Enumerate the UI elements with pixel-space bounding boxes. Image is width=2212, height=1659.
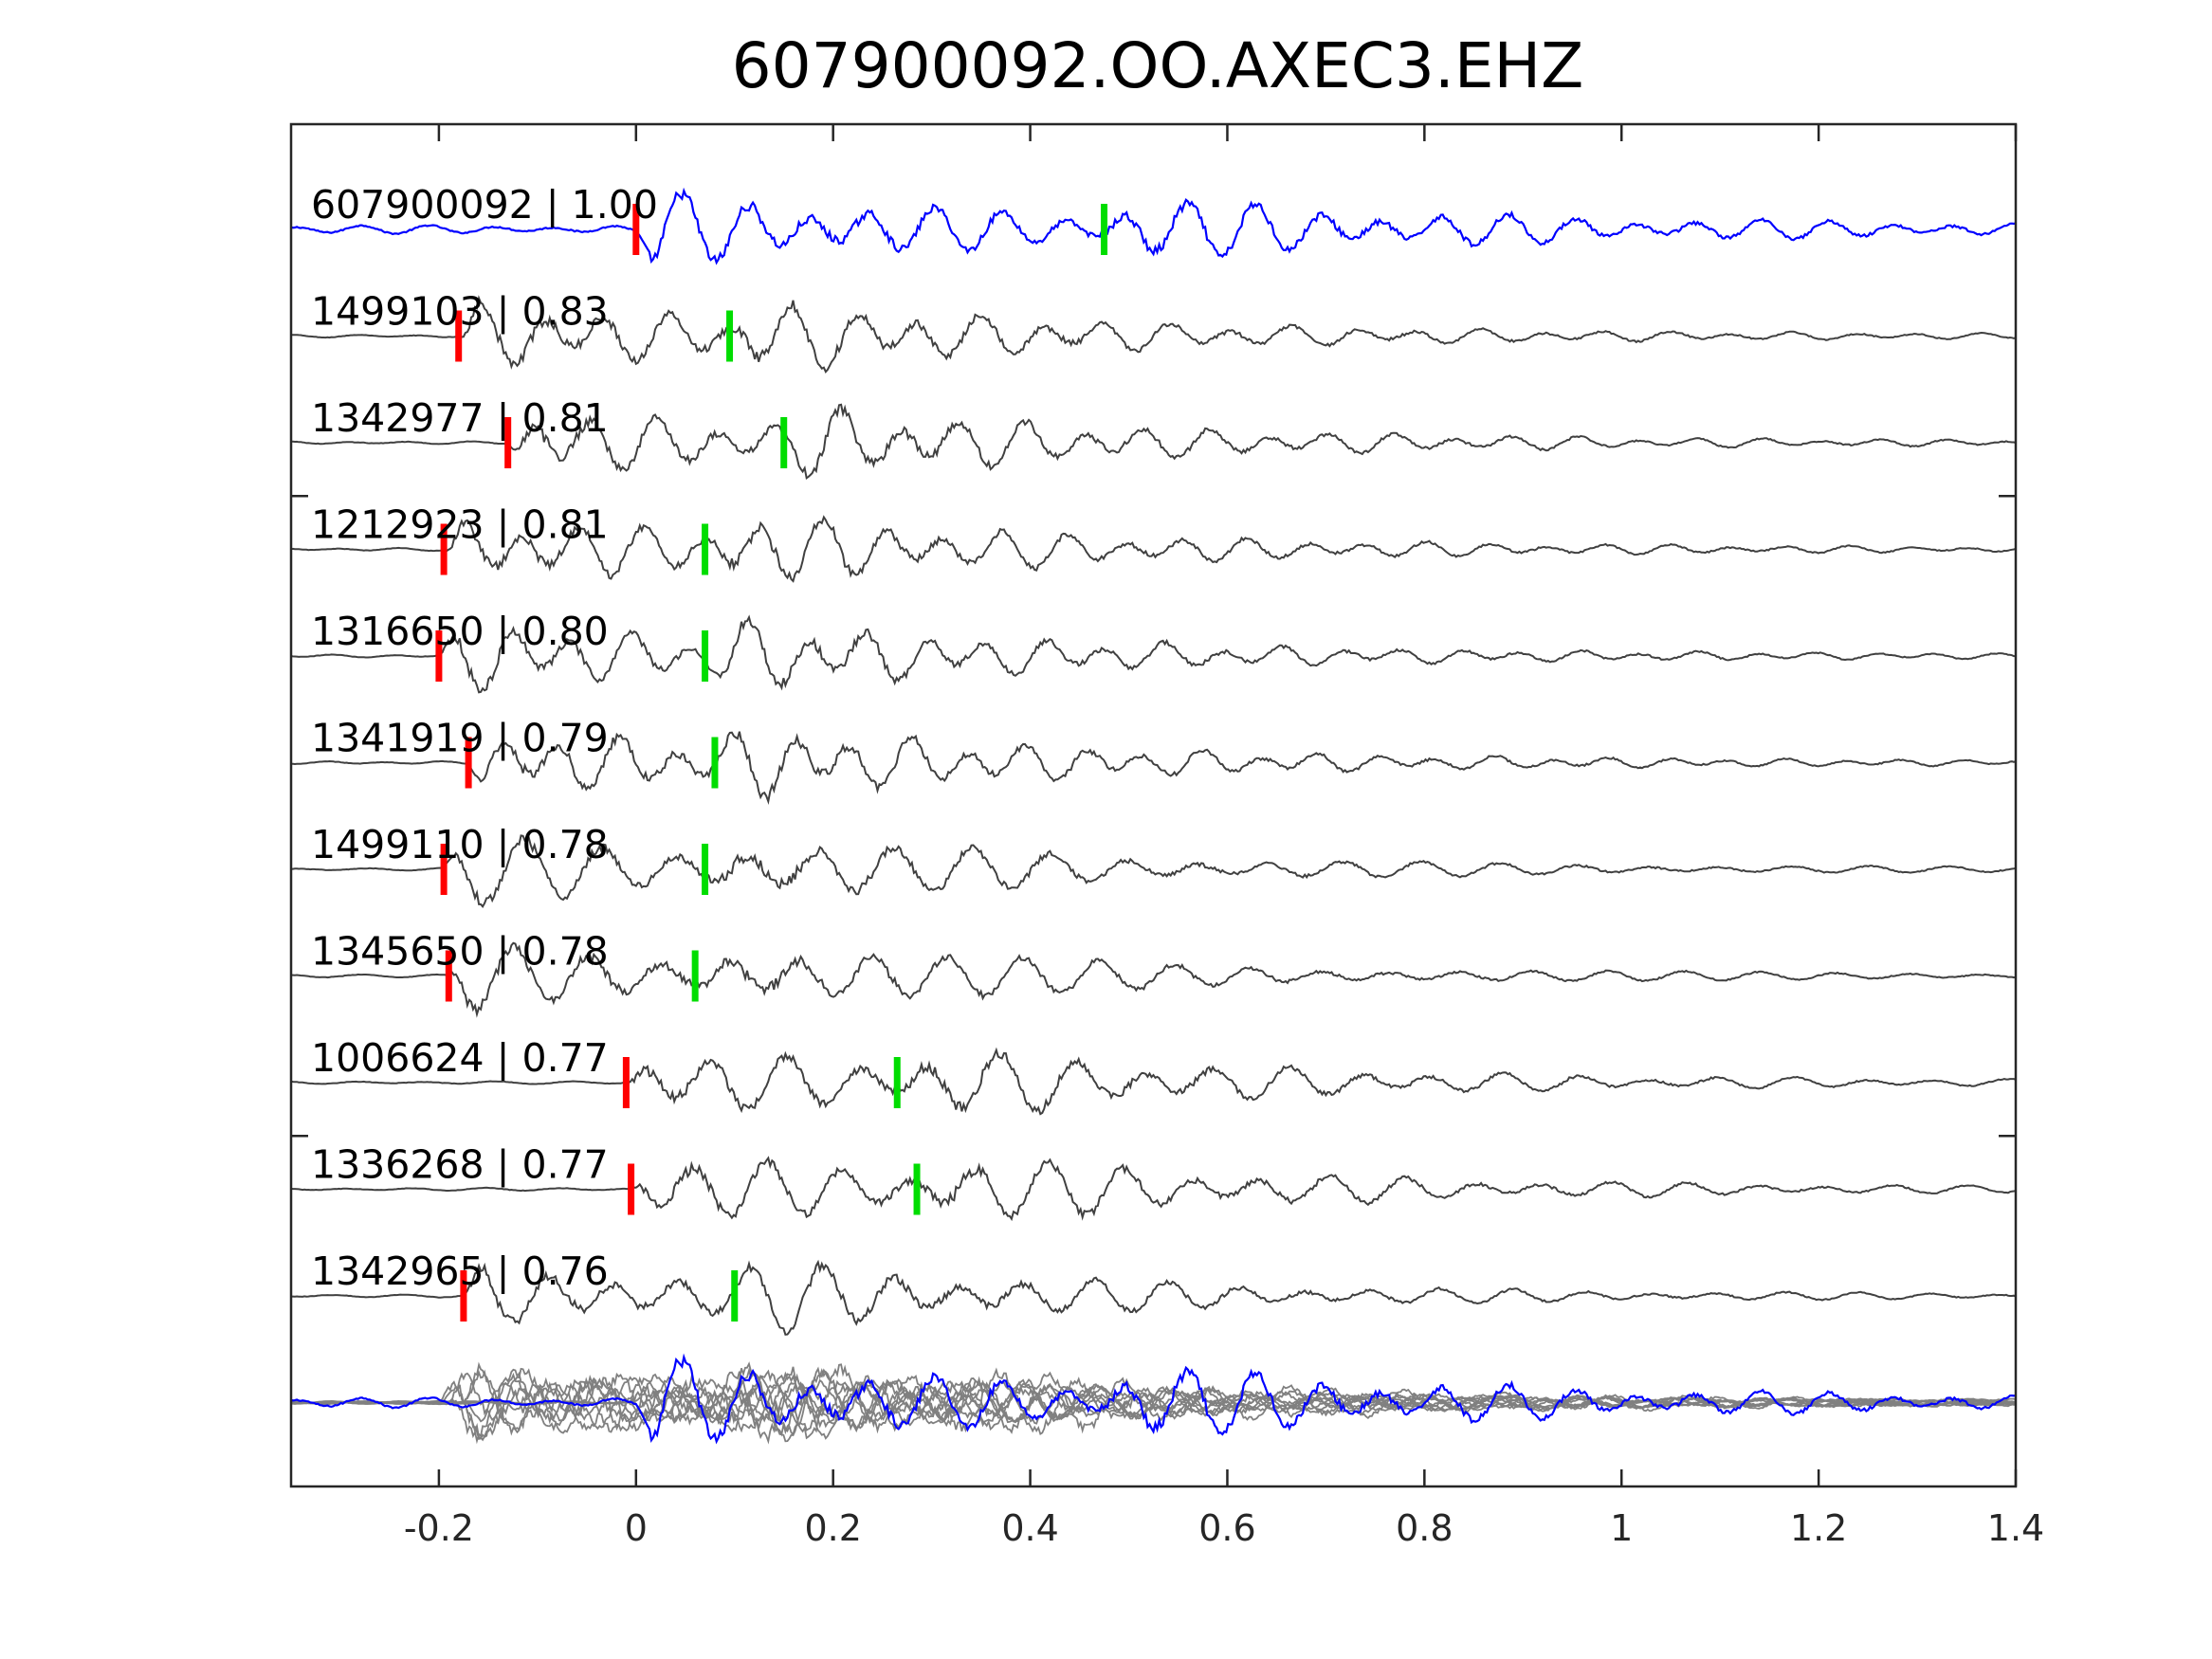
stacked-template-line xyxy=(290,1367,2017,1435)
x-tick-label: 1.4 xyxy=(1987,1507,2044,1549)
trace-label: 1342965 | 0.76 xyxy=(311,1249,609,1294)
x-tick-label: 0.4 xyxy=(1001,1507,1058,1549)
trace-6: 1499110 | 0.78 xyxy=(291,822,2017,909)
x-tick-label: 1.2 xyxy=(1790,1507,1847,1549)
template-waveform-line xyxy=(291,731,2017,806)
trace-3: 1212923 | 0.81 xyxy=(290,502,2017,583)
trace-8: 1006624 | 0.77 xyxy=(290,1035,2017,1116)
trace-label: 1342977 | 0.81 xyxy=(311,395,609,441)
axes-frame xyxy=(289,122,2018,1488)
template-waveform-line xyxy=(291,295,2017,374)
x-tick-label: 0.8 xyxy=(1396,1507,1453,1549)
x-tick-label: 0 xyxy=(625,1507,648,1549)
trace-2: 1342977 | 0.81 xyxy=(291,395,2017,481)
trace-0: 607900092 | 1.00 xyxy=(290,182,2017,265)
x-tick-label: 0.2 xyxy=(804,1507,861,1549)
template-waveform-line xyxy=(291,1259,2017,1336)
template-waveform-line xyxy=(290,941,2017,1018)
chart-title: 607900092.OO.AXEC3.EHZ xyxy=(732,29,1584,102)
x-tick-label: 0.6 xyxy=(1198,1507,1255,1549)
trace-label: 1499103 | 0.83 xyxy=(311,289,609,335)
trace-9: 1336268 | 0.77 xyxy=(290,1142,2017,1222)
stacked-overlay xyxy=(290,1353,2017,1445)
target-waveform-line xyxy=(290,187,2017,265)
template-waveform-line xyxy=(291,403,2017,481)
trace-label: 1345650 | 0.78 xyxy=(311,929,609,975)
stacked-template-line xyxy=(290,1368,2017,1445)
x-tick-label: -0.2 xyxy=(404,1507,474,1549)
trace-1: 1499103 | 0.83 xyxy=(291,289,2017,374)
trace-label: 607900092 | 1.00 xyxy=(311,182,658,228)
template-waveform-line xyxy=(290,1156,2017,1222)
plot-area: 607900092 | 1.00 1499103 | 0.83 1342977 | … xyxy=(290,182,2017,1445)
x-tick-label: 1 xyxy=(1610,1507,1633,1549)
trace-label: 1341919 | 0.79 xyxy=(311,716,609,761)
trace-label: 1212923 | 0.81 xyxy=(311,502,609,548)
trace-label: 1499110 | 0.78 xyxy=(311,822,609,867)
template-waveform-line xyxy=(290,614,2016,694)
trace-5: 1341919 | 0.79 xyxy=(291,716,2017,806)
trace-label: 1316650 | 0.80 xyxy=(311,609,609,654)
trace-4: 1316650 | 0.80 xyxy=(290,609,2016,694)
x-axis: -0.2 0 0.2 0.4 0.6 0.8 1 1.2 1.4 xyxy=(291,124,2044,1549)
trace-7: 1345650 | 0.78 xyxy=(290,929,2017,1018)
trace-label: 1006624 | 0.77 xyxy=(311,1035,609,1081)
trace-10: 1342965 | 0.76 xyxy=(291,1249,2017,1336)
template-waveform-line xyxy=(290,515,2017,583)
trace-label: 1336268 | 0.77 xyxy=(311,1142,609,1188)
template-waveform-line xyxy=(291,834,2017,909)
stacked-template-line xyxy=(291,1366,2017,1443)
template-waveform-line xyxy=(290,1047,2017,1116)
stacked-template-line xyxy=(290,1369,2017,1434)
stacked-target-line xyxy=(290,1353,2017,1445)
